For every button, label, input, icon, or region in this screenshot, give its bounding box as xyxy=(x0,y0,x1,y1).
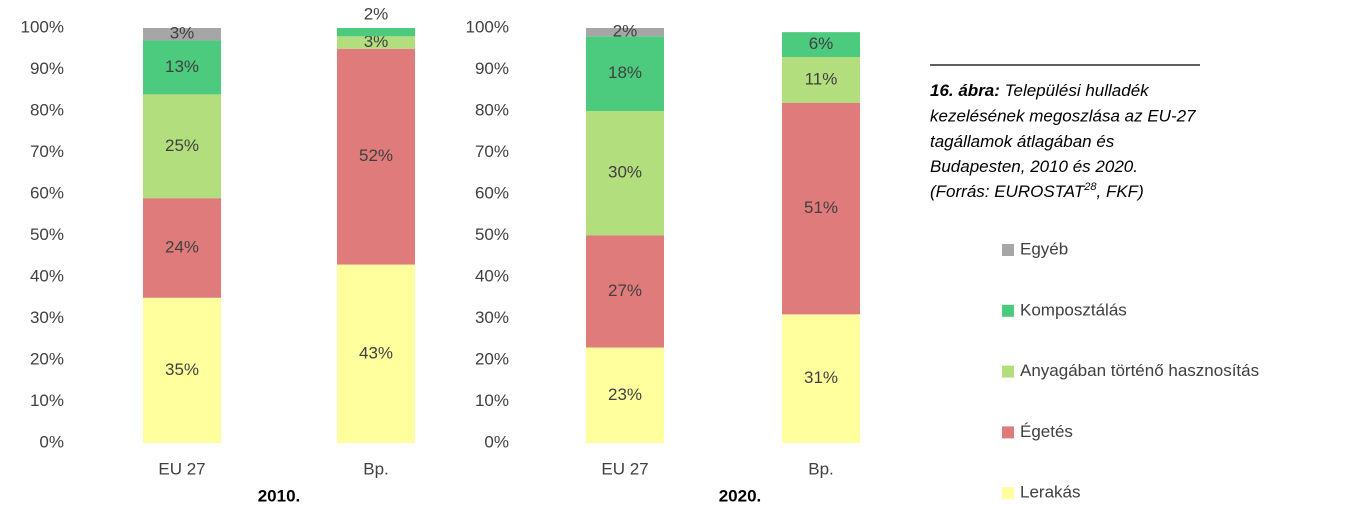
caption-line: Budapesten, 2010 és 2020. xyxy=(930,157,1138,176)
bar-segment xyxy=(337,36,415,49)
data-label: 35% xyxy=(165,360,199,379)
y-tick-label: 20% xyxy=(475,349,509,368)
legend-label: Lerakás xyxy=(1020,483,1080,502)
bar-segment xyxy=(586,235,664,348)
y-tick-label: 0% xyxy=(484,432,509,451)
bar-segment xyxy=(337,28,415,37)
y-tick-label: 90% xyxy=(475,59,509,78)
bar-segment xyxy=(586,111,664,236)
y-tick-label: 70% xyxy=(475,142,509,161)
caption-line: tagállamok átlagában és xyxy=(930,132,1115,151)
y-tick-label: 0% xyxy=(39,432,64,451)
data-label: 43% xyxy=(359,343,393,362)
data-label: 3% xyxy=(364,32,389,51)
y-tick-label: 80% xyxy=(475,100,509,119)
legend-swatch xyxy=(1002,244,1014,256)
bar-segment xyxy=(143,198,221,298)
y-tick-label: 30% xyxy=(475,308,509,327)
y-tick-label: 100% xyxy=(21,17,64,36)
legend-label: Komposztálás xyxy=(1020,300,1127,319)
bar-segment xyxy=(143,28,221,41)
legend-swatch xyxy=(1002,365,1014,378)
y-tick-label: 10% xyxy=(30,391,64,410)
caption-line: kezelésének megoszlása az EU-27 xyxy=(930,106,1196,125)
caption-label: 16. ábra: xyxy=(930,81,1000,100)
caption-line: 16. ábra: Települési hulladék xyxy=(930,81,1150,100)
legend-swatch xyxy=(1002,487,1014,500)
bar-segment xyxy=(782,102,860,315)
data-label: 13% xyxy=(165,57,199,76)
legend-swatch xyxy=(1002,426,1014,439)
y-tick-label: 70% xyxy=(30,142,64,161)
data-label: 11% xyxy=(805,69,838,88)
bar-segment xyxy=(143,40,221,95)
bar-segment xyxy=(143,94,221,199)
x-tick-label: Bp. xyxy=(363,459,389,478)
y-tick-label: 50% xyxy=(475,225,509,244)
bar-segment xyxy=(337,48,415,265)
data-label: 25% xyxy=(165,136,199,155)
legend-label: Egyéb xyxy=(1020,239,1068,258)
y-tick-label: 60% xyxy=(30,183,64,202)
x-tick-label: Bp. xyxy=(808,459,834,478)
chart-title: 2010. xyxy=(258,486,301,505)
legend-label: Égetés xyxy=(1020,422,1073,441)
chart-title: 2020. xyxy=(719,486,762,505)
source-sup: 28 xyxy=(1083,181,1097,193)
y-tick-label: 20% xyxy=(30,349,64,368)
x-tick-label: EU 27 xyxy=(601,459,648,478)
data-label: 18% xyxy=(608,63,642,82)
data-label: 3% xyxy=(170,24,195,43)
data-label: 30% xyxy=(608,163,642,182)
data-label: 51% xyxy=(804,198,838,217)
y-tick-label: 100% xyxy=(466,17,509,36)
y-tick-label: 10% xyxy=(475,391,509,410)
bar-segment xyxy=(586,28,664,37)
y-tick-label: 50% xyxy=(30,225,64,244)
y-tick-label: 40% xyxy=(30,266,64,285)
legend-swatch xyxy=(1002,304,1014,317)
data-label: 27% xyxy=(608,281,642,300)
y-tick-label: 30% xyxy=(30,308,64,327)
caption-source: (Forrás: EUROSTAT28, FKF) xyxy=(930,181,1144,202)
source-text: (Forrás: EUROSTAT xyxy=(930,182,1086,201)
bar-segment xyxy=(782,32,860,58)
data-label: 6% xyxy=(809,34,834,53)
y-tick-label: 90% xyxy=(30,59,64,78)
bar-segment xyxy=(586,347,664,443)
data-label: 23% xyxy=(608,385,642,404)
y-tick-label: 40% xyxy=(475,266,509,285)
bar-segment xyxy=(782,314,860,443)
bar-segment xyxy=(143,297,221,443)
data-label: 52% xyxy=(359,146,393,165)
bar-segment xyxy=(782,57,860,103)
x-tick-label: EU 27 xyxy=(158,459,205,478)
bar-segment xyxy=(586,36,664,111)
data-label: 2% xyxy=(364,4,389,23)
data-label: 2% xyxy=(613,22,638,41)
caption-text: Települési hulladék xyxy=(1005,81,1150,100)
bar-segment xyxy=(337,264,415,443)
data-label: 24% xyxy=(165,237,199,256)
data-label: 31% xyxy=(804,368,838,387)
legend-label: Anyagában történő hasznosítás xyxy=(1020,361,1259,380)
y-tick-label: 80% xyxy=(30,100,64,119)
source-text: , FKF) xyxy=(1097,182,1144,201)
y-tick-label: 60% xyxy=(475,183,509,202)
